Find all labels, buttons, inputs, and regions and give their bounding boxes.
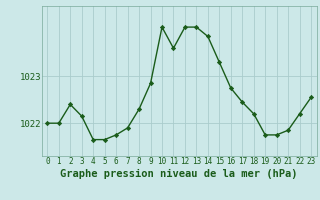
X-axis label: Graphe pression niveau de la mer (hPa): Graphe pression niveau de la mer (hPa) (60, 168, 298, 179)
